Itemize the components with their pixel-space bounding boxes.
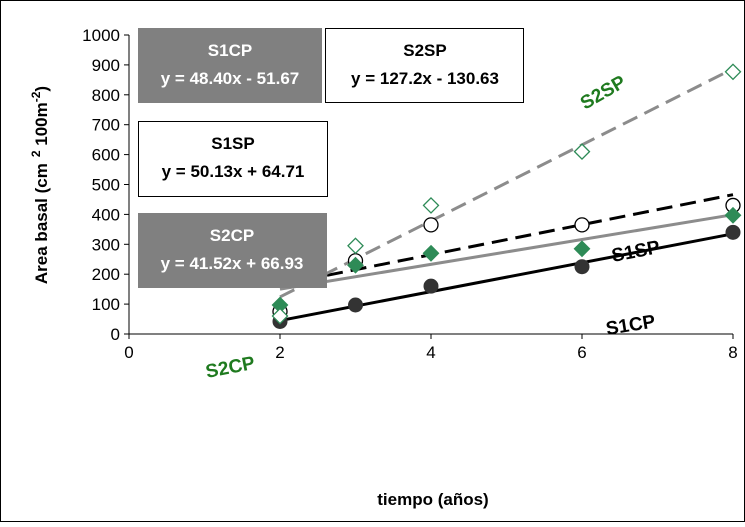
point-s2cp — [724, 206, 742, 224]
point-s2sp — [347, 237, 364, 255]
x-tick-label: 6 — [577, 343, 586, 362]
point-s2cp — [347, 256, 364, 274]
y-tick-label: 100 — [92, 295, 120, 314]
equation-box-s1sp: S1SP y = 50.13x + 64.71 — [138, 121, 328, 197]
point-s1cp — [423, 278, 439, 294]
equation-box-s2sp: S2SP y = 127.2x - 130.63 — [325, 28, 524, 103]
equation-box-s1sp-equation: y = 50.13x + 64.71 — [162, 162, 305, 181]
equation-box-s1cp: S1CP y = 48.40x - 51.67 — [138, 28, 322, 103]
point-s1cp — [725, 224, 741, 240]
y-tick-label: 800 — [92, 86, 120, 105]
x-tick-label: 2 — [275, 343, 284, 362]
x-tick-label: 8 — [728, 343, 737, 362]
trend-line-s2cp — [279, 213, 734, 291]
equation-box-s1sp-bg — [138, 121, 328, 197]
point-s1cp — [348, 297, 363, 313]
y-tick-label: 500 — [92, 176, 120, 195]
ticks: 0 100 200 300 400 500 600 700 800 900 1000 0 2 4 6 8 — [82, 26, 738, 362]
equation-box-s2sp-equation: y = 127.2x - 130.63 — [351, 69, 499, 88]
x-tick-label: 0 — [124, 343, 133, 362]
equation-box-s1cp-title: S1CP — [208, 41, 252, 60]
equation-box-s2sp-bg — [325, 28, 524, 103]
point-s1sp — [574, 217, 590, 233]
point-s2sp — [724, 63, 742, 81]
y-axis-title-end: ) — [32, 86, 51, 92]
equation-box-s1cp-equation: y = 48.40x - 51.67 — [161, 69, 299, 88]
equation-box-s2cp-bg — [138, 213, 327, 288]
y-axis-title-main: Area basal (cm — [32, 163, 51, 284]
point-s2sp — [573, 143, 591, 161]
y-tick-label: 900 — [92, 56, 120, 75]
y-axis-title-sup1: 2 — [29, 150, 43, 157]
x-axis-title: tiempo (años) — [377, 490, 488, 509]
point-s1sp — [423, 217, 439, 233]
equation-box-s2sp-title: S2SP — [403, 41, 446, 60]
point-s2cp — [573, 240, 591, 258]
y-tick-label: 600 — [92, 146, 120, 165]
equation-box-s2cp: S2CP y = 41.52x + 66.93 — [138, 213, 327, 288]
point-s1cp — [574, 259, 590, 275]
y-axis-title: Area basal (cm 2 100m-2) — [29, 86, 51, 284]
equation-box-s2cp-equation: y = 41.52x + 66.93 — [161, 254, 304, 273]
equation-box-s1sp-title: S1SP — [211, 134, 254, 153]
equation-box-s2cp-title: S2CP — [210, 226, 254, 245]
equation-box-s1cp-bg — [138, 28, 322, 103]
data-points — [271, 63, 742, 329]
y-tick-label: 700 — [92, 116, 120, 135]
x-tick-label: 4 — [426, 343, 435, 362]
y-axis-title-mid: 100m — [32, 102, 51, 150]
point-s2sp — [271, 307, 289, 325]
y-tick-label: 200 — [92, 265, 120, 284]
y-tick-label: 0 — [111, 325, 120, 344]
y-axis-title-sup2: -2 — [29, 91, 43, 102]
y-tick-label: 300 — [92, 235, 120, 254]
y-tick-label: 400 — [92, 205, 120, 224]
y-tick-label: 1000 — [82, 26, 120, 45]
point-s2cp — [422, 244, 440, 262]
point-s2sp — [422, 197, 440, 214]
